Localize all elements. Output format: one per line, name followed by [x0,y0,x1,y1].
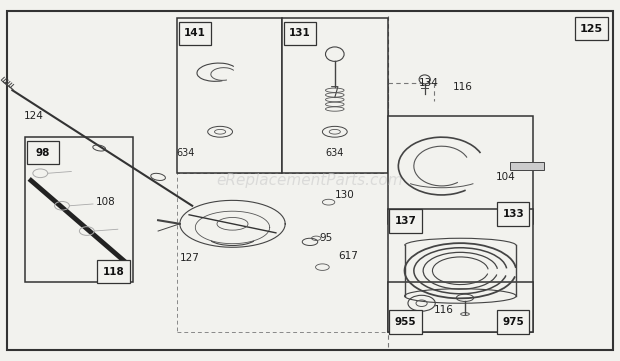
Text: 131: 131 [289,29,311,38]
Text: 955: 955 [395,317,416,327]
Bar [388,282,533,332]
Text: 617: 617 [338,251,358,261]
Text: 137: 137 [394,216,417,226]
Bar [282,18,388,173]
Text: 975: 975 [502,317,525,327]
Text: eReplacementParts.com: eReplacementParts.com [216,173,404,188]
Bar [284,22,316,45]
Text: 95: 95 [319,233,332,243]
Bar [177,18,282,173]
Text: 104: 104 [496,172,516,182]
Bar [497,202,529,226]
Bar [497,310,529,334]
Text: 127: 127 [180,253,200,263]
Bar [179,22,211,45]
Bar [510,162,544,170]
Bar [177,173,388,332]
Bar [389,310,422,334]
Text: 124: 124 [24,110,43,121]
Bar [27,141,59,164]
Text: 130: 130 [335,190,355,200]
Bar [97,260,130,283]
Bar [388,209,533,332]
Text: 118: 118 [102,267,125,277]
Text: 133: 133 [502,209,525,219]
Text: 98: 98 [35,148,50,157]
Text: 108: 108 [96,197,116,207]
Text: 125: 125 [580,24,603,34]
Text: 116: 116 [434,305,454,316]
Bar [389,209,422,233]
Bar [25,137,133,282]
Text: 634: 634 [326,148,344,158]
Bar [575,17,608,40]
Text: 634: 634 [177,148,195,158]
Text: 134: 134 [418,78,438,88]
Text: 116: 116 [453,82,472,92]
Text: 141: 141 [184,29,206,38]
Bar [388,116,533,224]
